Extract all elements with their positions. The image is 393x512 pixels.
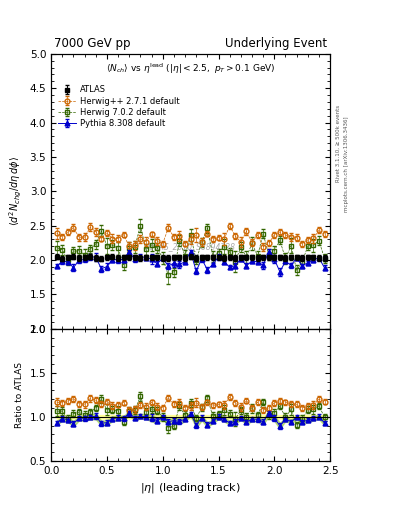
Text: $\langle N_{ch}\rangle$ vs $\eta^{\rm lead}$ $(|\eta| < 2.5,\ p_T > 0.1\ \mathrm: $\langle N_{ch}\rangle$ vs $\eta^{\rm le… [106,62,275,76]
Text: mcplots.cern.ch [arXiv:1306.3436]: mcplots.cern.ch [arXiv:1306.3436] [344,116,349,211]
Text: ATLAS_2010_S8894728: ATLAS_2010_S8894728 [145,242,236,251]
Text: 7000 GeV pp: 7000 GeV pp [54,37,130,50]
X-axis label: $|\eta|$ (leading track): $|\eta|$ (leading track) [140,481,241,495]
Legend: ATLAS, Herwig++ 2.7.1 default, Herwig 7.0.2 default, Pythia 8.308 default: ATLAS, Herwig++ 2.7.1 default, Herwig 7.… [58,86,179,127]
Y-axis label: Ratio to ATLAS: Ratio to ATLAS [15,362,24,428]
Y-axis label: $\langle d^2 N_{chg}/d\eta\,d\phi\rangle$: $\langle d^2 N_{chg}/d\eta\,d\phi\rangle… [8,156,24,226]
Text: Underlying Event: Underlying Event [225,37,327,50]
Text: Rivet 3.1.10, ≥ 500k events: Rivet 3.1.10, ≥ 500k events [336,105,341,182]
